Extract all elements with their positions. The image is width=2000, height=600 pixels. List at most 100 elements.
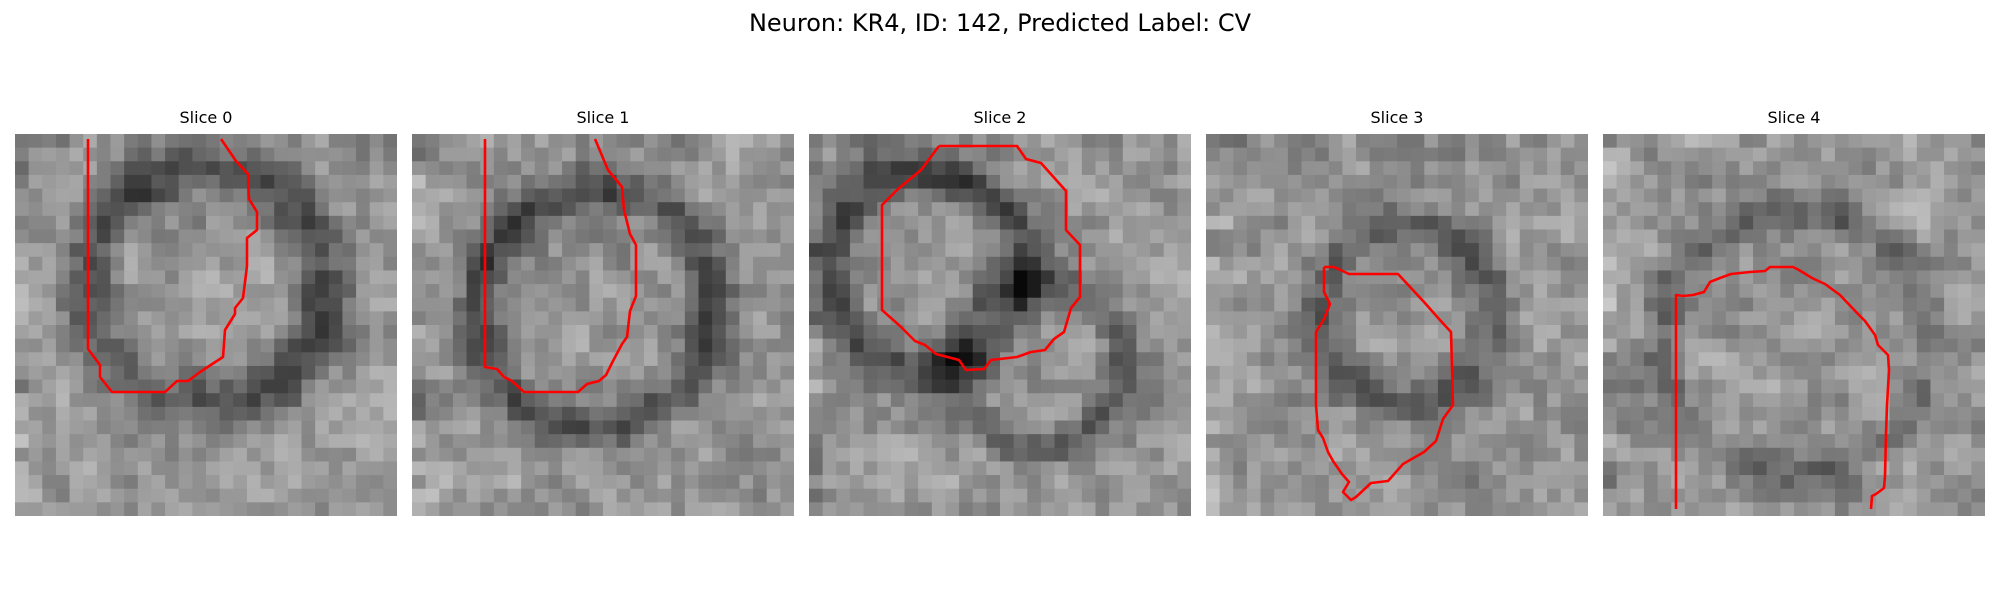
pixel — [192, 297, 207, 312]
pixel — [863, 202, 878, 217]
pixel — [1889, 406, 1904, 422]
pixel — [1081, 338, 1097, 353]
pixel — [1274, 270, 1289, 285]
pixel — [452, 256, 468, 272]
pixel — [219, 215, 234, 231]
pixel — [425, 475, 440, 490]
pixel — [274, 202, 289, 217]
pixel — [904, 393, 919, 408]
pixel — [1424, 256, 1439, 272]
pixel — [1780, 502, 1795, 516]
pixel — [466, 406, 481, 422]
pixel — [1013, 215, 1028, 231]
pixel — [849, 502, 865, 516]
pixel — [480, 256, 495, 272]
pixel — [1519, 161, 1535, 176]
pixel — [1739, 134, 1754, 149]
pixel — [1177, 447, 1191, 463]
pixel — [890, 256, 906, 272]
pixel — [1725, 352, 1741, 367]
pixel — [809, 352, 824, 367]
pixel — [342, 270, 357, 285]
pixel — [83, 161, 98, 176]
pixel — [15, 338, 30, 353]
pixel — [178, 461, 193, 476]
pixel — [1478, 215, 1494, 231]
pixel — [616, 352, 631, 367]
pixel — [822, 284, 837, 299]
pixel — [918, 188, 933, 203]
pixel — [42, 352, 57, 367]
pixel — [1574, 161, 1588, 176]
pixel — [287, 393, 303, 408]
pixel — [206, 284, 221, 299]
pixel — [1712, 284, 1727, 299]
pixel — [1766, 243, 1781, 258]
pixel — [425, 174, 440, 190]
pixel — [124, 475, 139, 490]
pixel — [178, 352, 193, 367]
pixel — [1616, 365, 1631, 381]
pixel — [1766, 352, 1781, 367]
pixel — [589, 338, 604, 353]
pixel — [1150, 447, 1165, 463]
pixel — [562, 447, 577, 463]
pixel — [206, 488, 221, 503]
pixel — [1834, 325, 1850, 340]
pixel — [1794, 297, 1809, 312]
pixel — [918, 284, 933, 299]
pixel — [548, 352, 563, 367]
pixel — [55, 229, 71, 244]
pixel — [55, 420, 71, 435]
pixel — [766, 215, 781, 231]
pixel — [836, 147, 851, 162]
pixel — [1478, 461, 1494, 476]
pixel — [1424, 352, 1439, 367]
pixel — [1753, 434, 1768, 449]
pixel — [766, 488, 781, 503]
pixel — [1109, 284, 1124, 299]
pixel — [822, 406, 837, 422]
pixel — [753, 188, 768, 203]
pixel — [96, 297, 112, 312]
pixel — [725, 461, 741, 476]
pixel — [712, 420, 727, 435]
pixel — [315, 434, 330, 449]
pixel — [945, 311, 960, 326]
pixel — [1630, 338, 1645, 353]
pixel — [1081, 352, 1097, 367]
pixel — [589, 174, 604, 190]
pixel — [1095, 147, 1110, 162]
pixel — [1177, 352, 1191, 367]
pixel — [1136, 161, 1151, 176]
pixel — [753, 202, 768, 217]
pixel — [1150, 488, 1165, 503]
pixel — [178, 365, 193, 381]
pixel — [630, 284, 645, 299]
pixel — [219, 488, 234, 503]
pixel — [507, 256, 522, 272]
pixel — [1848, 256, 1863, 272]
pixel — [1465, 297, 1480, 312]
pixel — [315, 134, 330, 149]
pixel — [1410, 134, 1425, 149]
pixel — [1424, 434, 1439, 449]
pixel — [1013, 325, 1028, 340]
pixel — [1287, 393, 1303, 408]
pixel — [1547, 338, 1562, 353]
pixel — [1630, 229, 1645, 244]
pixel — [1684, 147, 1700, 162]
pixel — [534, 229, 550, 244]
pixel — [931, 420, 947, 435]
pixel — [725, 161, 741, 176]
pixel — [165, 215, 180, 231]
pixel — [1219, 365, 1234, 381]
pixel — [206, 393, 221, 408]
pixel — [1081, 243, 1097, 258]
pixel — [287, 447, 303, 463]
pixel — [412, 215, 427, 231]
pixel — [849, 256, 865, 272]
pixel — [1862, 270, 1877, 285]
pixel — [657, 461, 672, 476]
pixel — [1862, 202, 1877, 217]
